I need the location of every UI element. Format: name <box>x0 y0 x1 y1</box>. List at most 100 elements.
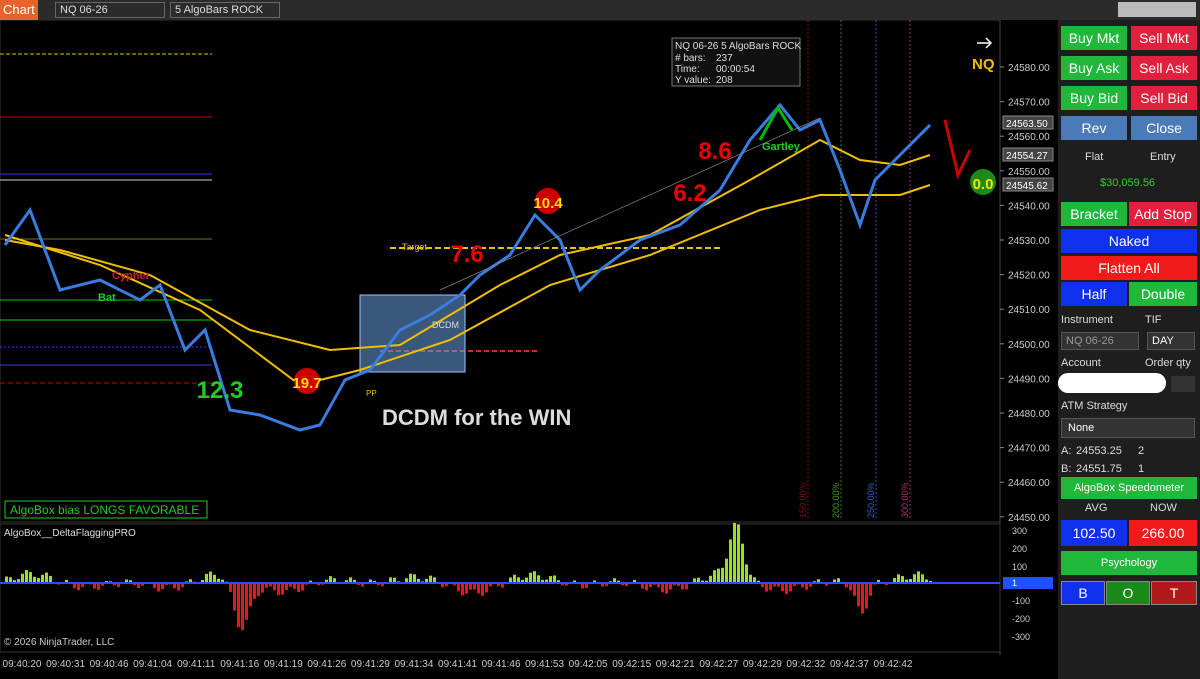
button[interactable]: Close <box>1131 116 1197 140</box>
headline: DCDM for the WIN <box>382 405 571 430</box>
histogram-bar <box>93 583 96 589</box>
time-tick-label: 09:41:41 <box>438 659 477 670</box>
histogram-bar <box>641 583 644 589</box>
histogram-bar <box>557 580 560 583</box>
histogram-bar <box>129 580 132 583</box>
button[interactable]: Sell Mkt <box>1131 26 1197 50</box>
price-panel <box>0 20 1001 523</box>
histogram-bar <box>877 579 880 583</box>
histogram-bar <box>825 583 828 586</box>
histogram-bar <box>621 583 624 586</box>
histogram-bar <box>441 583 444 588</box>
histogram-bar <box>429 575 432 583</box>
histogram-bar <box>153 583 156 589</box>
qty-field[interactable] <box>1171 376 1195 392</box>
button[interactable]: Buy Bid <box>1061 86 1127 110</box>
button[interactable]: Sell Ask <box>1131 56 1197 80</box>
histogram-bar <box>233 583 236 611</box>
button[interactable]: Add Stop <box>1129 202 1197 226</box>
indicator-tick-label: 1 <box>1012 578 1017 588</box>
button[interactable]: Sell Bid <box>1131 86 1197 110</box>
button[interactable]: B <box>1061 581 1105 605</box>
histogram-bar <box>921 574 924 583</box>
button[interactable]: Half <box>1061 282 1127 306</box>
histogram-bar <box>329 576 332 583</box>
histogram-bar <box>377 583 380 586</box>
histogram-bar <box>701 580 704 583</box>
histogram-bar <box>141 583 144 586</box>
account-field[interactable] <box>1058 373 1166 393</box>
histogram-bar <box>453 583 456 586</box>
price-tick-label: 24570.00 <box>1008 98 1050 109</box>
histogram-bar <box>113 583 116 586</box>
histogram-bar <box>605 583 608 587</box>
bias-box <box>4 500 208 519</box>
bat-label: Bat <box>98 292 116 304</box>
histogram-bar <box>461 583 464 596</box>
cypher-label: Cypher <box>112 270 151 282</box>
select[interactable]: NQ 06-26 <box>1061 332 1139 350</box>
histogram-bar <box>617 580 620 583</box>
histogram-bar <box>697 577 700 583</box>
button[interactable]: Double <box>1129 282 1197 306</box>
histogram-bar <box>253 583 256 599</box>
histogram-bar <box>581 583 584 589</box>
histogram-bar <box>793 583 796 587</box>
histogram-bar <box>801 583 804 588</box>
label: ATM Strategy <box>1061 400 1128 412</box>
indicator-name: AlgoBox__DeltaFlaggingPRO <box>4 528 136 539</box>
signal-label: 8.6 <box>698 138 731 165</box>
time-tick-label: 09:41:46 <box>482 659 521 670</box>
histogram-bar <box>41 574 44 583</box>
histogram-bar <box>677 583 680 586</box>
histogram-bar <box>601 583 604 587</box>
histogram-bar <box>269 583 272 587</box>
histogram-bar <box>157 583 160 592</box>
button[interactable]: O <box>1106 581 1150 605</box>
histogram-bar <box>729 539 732 583</box>
select[interactable]: DAY <box>1147 332 1195 350</box>
tooltip-value: 00:00:54 <box>716 64 755 75</box>
time-tick-label: 09:42:37 <box>830 659 869 670</box>
signal-label: 0.0 <box>973 176 994 193</box>
histogram-bar <box>885 583 888 586</box>
select[interactable]: None <box>1061 418 1195 438</box>
bars-select[interactable]: 5 AlgoBars ROCK <box>170 2 280 18</box>
histogram-bar <box>133 583 136 586</box>
histogram-bar <box>309 580 312 583</box>
histogram-bar <box>901 576 904 583</box>
button[interactable]: Psychology <box>1061 551 1197 575</box>
signal-label: 6.2 <box>673 180 706 207</box>
histogram-bar <box>413 574 416 583</box>
time-tick-label: 09:42:29 <box>743 659 782 670</box>
histogram-bar <box>465 583 468 594</box>
histogram-bar <box>849 583 852 591</box>
time-tick-label: 09:40:46 <box>90 659 129 670</box>
signal-badge <box>535 188 561 214</box>
histogram-bar <box>733 522 736 583</box>
histogram-bar <box>521 579 524 583</box>
button[interactable]: Bracket <box>1061 202 1127 226</box>
histogram-bar <box>501 583 504 588</box>
button[interactable]: Buy Ask <box>1061 56 1127 80</box>
instrument-select[interactable]: NQ 06-26 <box>55 2 165 18</box>
histogram-bar <box>345 580 348 583</box>
button[interactable]: Rev <box>1061 116 1127 140</box>
histogram-bar <box>117 583 120 588</box>
button[interactable]: T <box>1151 581 1197 605</box>
price-marker <box>1002 147 1054 162</box>
indicator-tick-label: 200 <box>1012 544 1027 554</box>
histogram-bar <box>669 583 672 590</box>
tab-title[interactable]: Chart <box>0 0 38 20</box>
window-controls[interactable] <box>1118 2 1196 17</box>
histogram-bar <box>45 572 48 583</box>
button[interactable]: Flatten All <box>1061 256 1197 280</box>
button[interactable]: Buy Mkt <box>1061 26 1127 50</box>
histogram-bar <box>325 579 328 583</box>
price-marker-label: 24563.50 <box>1006 119 1048 130</box>
signal-badge <box>970 169 996 195</box>
histogram-bar <box>833 579 836 583</box>
histogram-bar <box>745 564 748 583</box>
button[interactable]: Naked <box>1061 229 1197 253</box>
